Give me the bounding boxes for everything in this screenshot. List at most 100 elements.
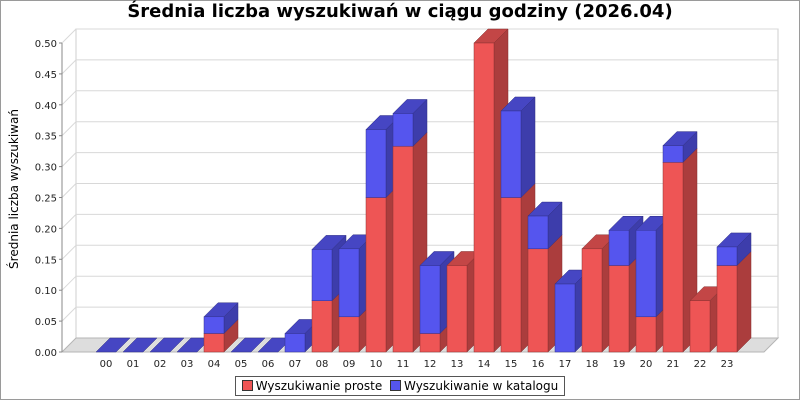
y-tick-label: 0.50 [35, 39, 57, 50]
axis-layer: 0.00 0.05 0.10 0.15 0.20 0.25 0.30 0.35 0.40 0.45… [35, 39, 734, 370]
x-tick-label: 22 [694, 359, 707, 370]
bar-front [608, 230, 630, 266]
legend-label-simple: Wyszukiwanie proste [255, 379, 383, 393]
bar-top [95, 337, 131, 353]
x-tick-label: 17 [559, 359, 572, 370]
bar-front [581, 248, 603, 353]
chart-title: Średnia liczba wyszukiwań w ciągu godzin… [127, 1, 673, 22]
bar-front [419, 265, 441, 334]
bar-21-s1 [662, 130, 698, 163]
bar-23-s1 [716, 232, 752, 267]
legend-box: Wyszukiwanie proste Wyszukiwanie w katal… [234, 376, 566, 396]
x-tick-label: 13 [451, 359, 464, 370]
bar-front [392, 113, 414, 147]
bar-front [473, 42, 495, 353]
bar-front [635, 316, 657, 353]
gridline-diag [61, 275, 77, 291]
x-tick-label: 14 [478, 359, 491, 370]
x-tick-label: 15 [505, 359, 518, 370]
x-tick-label: 11 [397, 359, 410, 370]
y-tick-label: 0.10 [35, 286, 57, 297]
bar-front [716, 265, 738, 353]
bar-top [149, 337, 185, 353]
bar-front [635, 230, 657, 318]
y-tick-label: 0.45 [35, 70, 57, 81]
x-tick-label: 16 [532, 359, 545, 370]
bar-front [365, 129, 387, 198]
bar-top [122, 337, 158, 353]
legend-swatch-simple [241, 380, 253, 391]
gridline-diag [61, 28, 77, 44]
x-tick-label: 08 [316, 359, 329, 370]
x-tick-label: 04 [208, 359, 221, 370]
bar-front [554, 283, 576, 353]
bar-top [230, 337, 266, 353]
gridline-diag [61, 244, 77, 260]
legend: Wyszukiwanie proste Wyszukiwanie w katal… [0, 376, 800, 396]
bar-front [500, 197, 522, 353]
gridline-diag [61, 59, 77, 75]
bar-front [527, 215, 549, 250]
bar-front [419, 333, 441, 353]
bar-00-zero [95, 337, 131, 353]
gridline-diag [61, 152, 77, 167]
x-tick-label: 10 [370, 359, 383, 370]
x-tick-label: 06 [262, 359, 275, 370]
bar-front [716, 246, 738, 266]
bar-layer [95, 28, 752, 353]
x-tick-label: 21 [667, 359, 680, 370]
x-tick-label: 07 [289, 359, 302, 370]
bar-front [338, 248, 360, 318]
gridline-diag [61, 90, 77, 106]
x-tick-label: 19 [613, 359, 626, 370]
x-tick-label: 20 [640, 359, 653, 370]
y-tick-label: 0.25 [35, 194, 57, 205]
legend-item-catalog: Wyszukiwanie w katalogu [390, 379, 558, 393]
x-tick-label: 02 [154, 359, 167, 370]
gridline-diag [61, 214, 77, 229]
bar-front [608, 265, 630, 353]
bar-02-zero [149, 337, 185, 353]
bar-front [203, 316, 225, 334]
bar-01-zero [122, 337, 158, 353]
bar-front [284, 333, 306, 353]
x-tick-label: 23 [721, 359, 734, 370]
gridline-diag [61, 306, 77, 322]
legend-label-catalog: Wyszukiwanie w katalogu [404, 379, 559, 393]
legend-item-simple: Wyszukiwanie proste [241, 379, 383, 393]
y-tick-label: 0.40 [35, 101, 57, 112]
bar-16-s1 [527, 201, 563, 250]
gridline-diag [61, 121, 77, 137]
x-tick-label: 00 [100, 359, 113, 370]
bar-front [203, 333, 225, 353]
bar-15-s1 [500, 96, 536, 199]
y-tick-label: 0.35 [35, 132, 57, 143]
y-tick-label: 0.30 [35, 163, 57, 174]
y-tick-label: 0.05 [35, 317, 57, 328]
bar-front [311, 249, 333, 301]
bar-front [338, 316, 360, 353]
x-tick-label: 03 [181, 359, 194, 370]
bar-front [662, 145, 684, 163]
bar-front [446, 265, 468, 353]
legend-swatch-catalog [390, 380, 402, 391]
bar-05-zero [230, 337, 266, 353]
bar-front [662, 162, 684, 353]
bar-11-s1 [392, 98, 428, 147]
x-tick-label: 09 [343, 359, 356, 370]
x-tick-label: 18 [586, 359, 599, 370]
y-tick-label: 0.00 [35, 348, 57, 359]
bar-front [365, 197, 387, 353]
bar-front [500, 110, 522, 198]
bar-front [527, 248, 549, 353]
gridline-diag [61, 183, 77, 198]
x-tick-label: 01 [127, 359, 140, 370]
x-tick-label: 05 [235, 359, 248, 370]
y-tick-label: 0.15 [35, 255, 57, 266]
x-tick-label: 12 [424, 359, 437, 370]
bar-front [392, 145, 414, 353]
y-tick-label: 0.20 [35, 224, 57, 235]
bar-front [311, 300, 333, 353]
bar-side [736, 250, 752, 353]
